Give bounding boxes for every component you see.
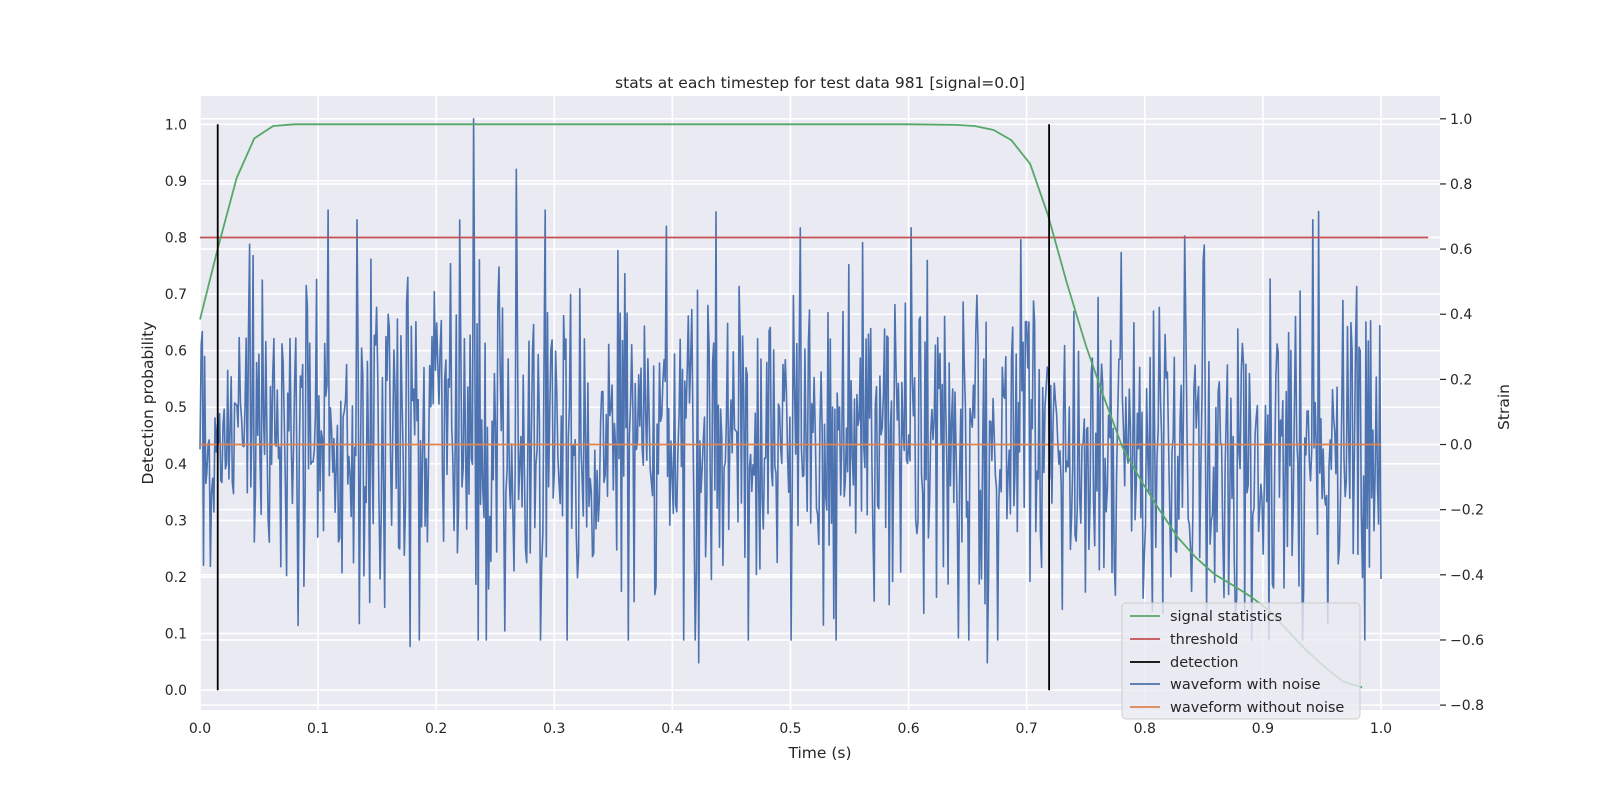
x-tick-label: 0.9 — [1252, 721, 1274, 737]
x-tick-label: 0.3 — [543, 721, 565, 737]
x-tick-label: 0.2 — [425, 721, 447, 737]
y2-tick-label: 1.0 — [1450, 112, 1472, 128]
y-tick-label: 0.6 — [165, 344, 187, 360]
y-tick-label: 0.9 — [165, 174, 187, 190]
series-layer — [199, 118, 1429, 691]
y-tick-label: 0.7 — [165, 287, 187, 303]
y-tick-label: 0.1 — [165, 627, 187, 643]
legend-label-detection: detection — [1170, 655, 1238, 671]
x-tick-label: 0.1 — [307, 721, 329, 737]
chart-title: stats at each timestep for test data 981… — [615, 74, 1025, 92]
y2-tick-label: −0.8 — [1450, 698, 1484, 714]
x-tick-label: 0.5 — [779, 721, 801, 737]
series-signal-statistics — [199, 123, 1363, 689]
y2-tick-label: −0.4 — [1450, 568, 1484, 584]
y-tick-label: 0.0 — [165, 683, 187, 699]
y-tick-label: 0.8 — [165, 230, 187, 246]
y2-tick-label: −0.6 — [1450, 633, 1484, 649]
legend-label-waveform-without-noise: waveform without noise — [1170, 700, 1344, 716]
series-waveform-with-noise — [199, 118, 1382, 664]
x-tick-label: 0.7 — [1016, 721, 1038, 737]
series-detection — [216, 124, 1051, 691]
y2-tick-label: 0.4 — [1450, 307, 1472, 323]
x-tick-label: 0.0 — [189, 721, 211, 737]
y-tick-label: 0.4 — [165, 457, 187, 473]
y2-tick-label: 0.6 — [1450, 242, 1472, 258]
y2-tick-label: 0.2 — [1450, 372, 1472, 388]
legend-label-threshold: threshold — [1170, 632, 1238, 648]
y-tick-label: 1.0 — [165, 117, 187, 133]
y-tick-label: 0.5 — [165, 400, 187, 416]
y2-tick-label: −0.2 — [1450, 503, 1484, 519]
y-tick-label: 0.3 — [165, 513, 187, 529]
y2-tick-label: 0.8 — [1450, 177, 1472, 193]
y-axis-label: Detection probability — [139, 322, 157, 485]
legend-box — [1121, 602, 1361, 720]
y2-tick-label: 0.0 — [1450, 438, 1472, 454]
axes-layer: 0.0 0.1 0.2 0.3 0.4 0.5 0.6 0.7 0.8 0.9 1.0 0.0 0.1 0… — [165, 112, 1484, 737]
x-tick-label: 1.0 — [1370, 721, 1392, 737]
legend-label-signal-statistics: signal statistics — [1170, 609, 1282, 625]
legend-label-waveform-with-noise: waveform with noise — [1170, 677, 1321, 693]
y-tick-label: 0.2 — [165, 570, 187, 586]
x-tick-label: 0.6 — [897, 721, 919, 737]
legend: signal statistics threshold detection wa… — [1121, 602, 1361, 720]
series-line-signal-statistics — [199, 123, 1363, 689]
x-axis-label: Time (s) — [787, 744, 851, 762]
x-tick-label: 0.4 — [661, 721, 683, 737]
y2-axis-label: Strain — [1495, 384, 1513, 430]
series-line-waveform-with-noise — [199, 118, 1382, 664]
x-tick-label: 0.8 — [1134, 721, 1156, 737]
